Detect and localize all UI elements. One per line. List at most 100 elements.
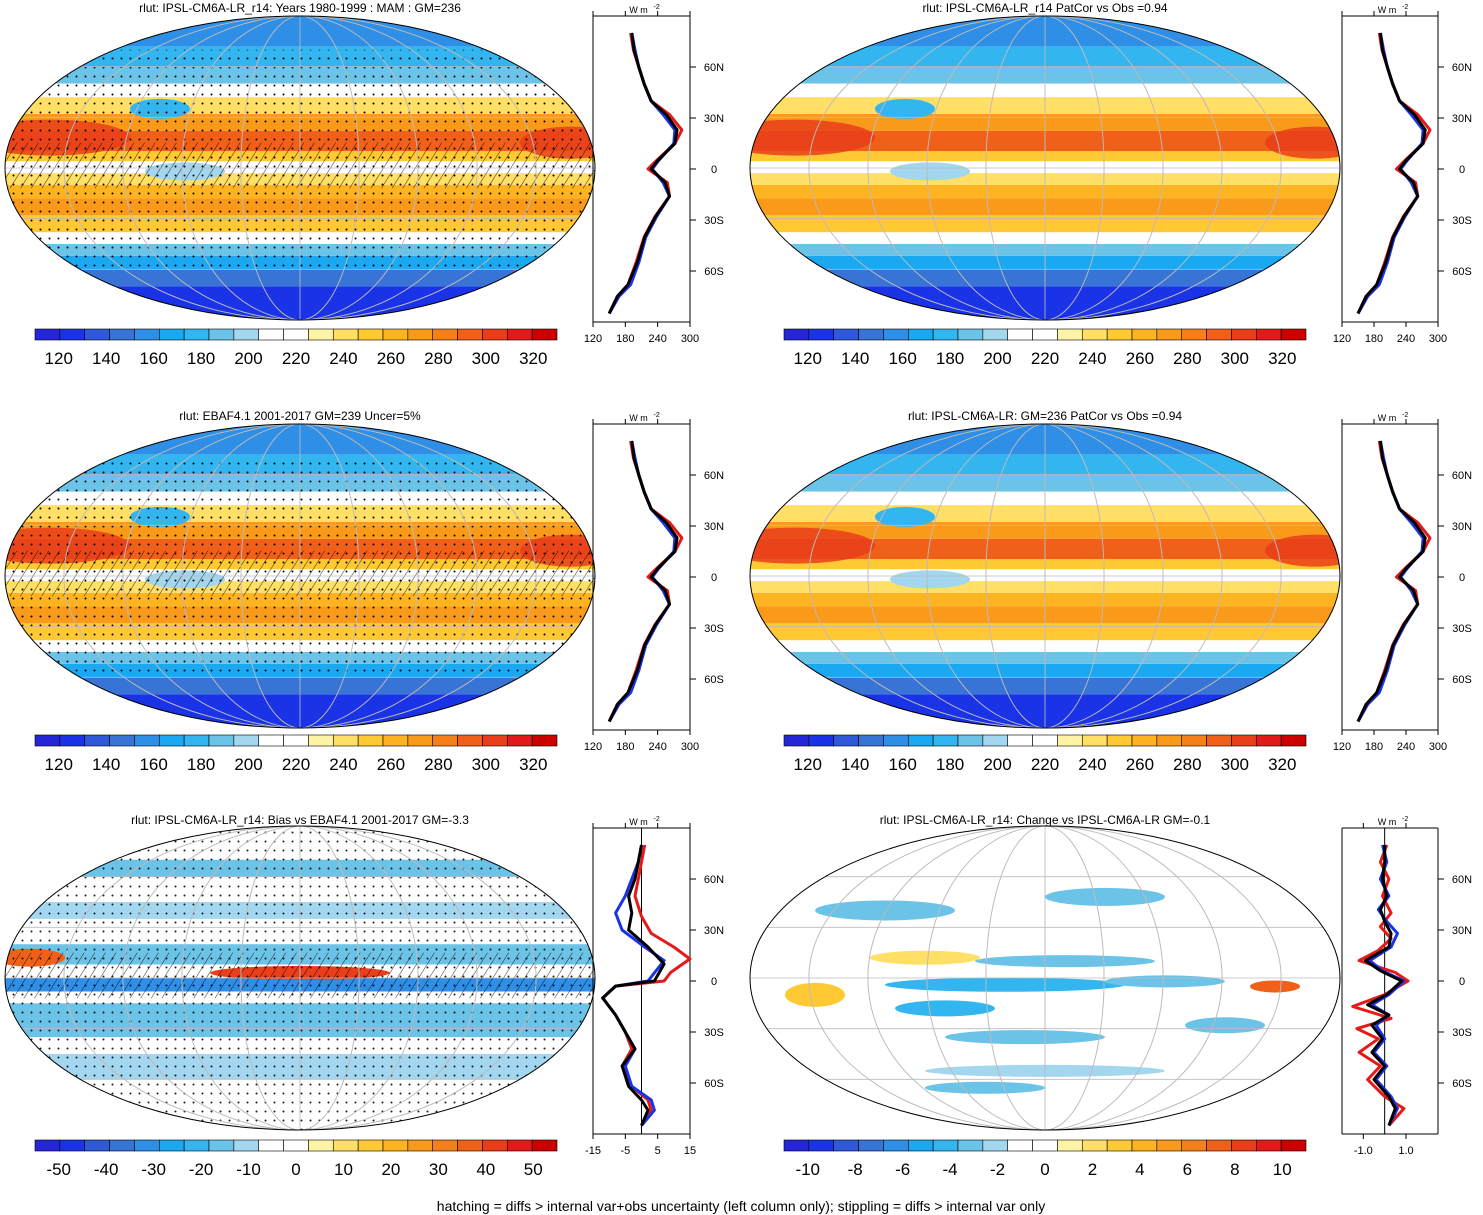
panel-title: rlut: IPSL-CM6A-LR_r14: Years 1980-1999 … bbox=[139, 1, 461, 15]
colorbar-box bbox=[1231, 1139, 1257, 1152]
lat-tick-label: 0 bbox=[1459, 976, 1465, 988]
colorbar-box bbox=[134, 734, 160, 747]
colorbar-tick-label: 280 bbox=[424, 349, 452, 368]
colorbar-box bbox=[1081, 734, 1108, 747]
colorbar-box bbox=[1206, 328, 1232, 341]
series-line-red bbox=[607, 32, 684, 315]
colorbar-tick-label: 140 bbox=[841, 755, 869, 774]
colorbar-box bbox=[1131, 734, 1158, 747]
series-line-black bbox=[601, 844, 666, 1127]
colorbar-box bbox=[1181, 328, 1207, 341]
colorbar: -10 -8 -6 -4 -2 0 2 4 6 8 10 bbox=[783, 1139, 1307, 1179]
colorbar-tick-label: 6 bbox=[1183, 1160, 1192, 1179]
colorbar-tick-label: 280 bbox=[1173, 349, 1201, 368]
panel-5: rlut: IPSL-CM6A-LR_r14: Bias vs EBAF4.1 … bbox=[4, 813, 724, 1179]
colorbar-box bbox=[158, 734, 185, 747]
x-tick-label: 240 bbox=[648, 741, 666, 753]
colorbar-box bbox=[1280, 328, 1307, 341]
footnote: hatching = diffs > internal var+obs unce… bbox=[437, 1198, 1045, 1214]
colorbar-box bbox=[482, 734, 508, 747]
unit-superscript: -2 bbox=[654, 4, 660, 11]
panel-2: rlut: IPSL-CM6A-LR_r14 PatCor vs Obs =0.… bbox=[749, 1, 1472, 368]
map-outline bbox=[4, 423, 596, 729]
unit-superscript: -2 bbox=[1402, 412, 1408, 419]
zonal-profile: 60N 30N 0 30S 60S 120 180 240 300 W m -2 bbox=[584, 412, 724, 753]
colorbar-tick-label: 140 bbox=[92, 755, 120, 774]
lat-tick-label: 0 bbox=[1459, 164, 1465, 176]
colorbar-box bbox=[357, 1139, 384, 1152]
colorbar-box bbox=[1032, 734, 1058, 747]
lat-tick-label: 30N bbox=[704, 113, 724, 125]
panel-title: rlut: IPSL-CM6A-LR: GM=236 PatCor vs Obs… bbox=[908, 409, 1182, 423]
lat-tick-label: 0 bbox=[711, 164, 717, 176]
zonal-profile: 60N 30N 0 30S 60S -1.0 1.0 W m -2 bbox=[1341, 816, 1472, 1157]
unit-superscript: -2 bbox=[1402, 4, 1408, 11]
colorbar-box bbox=[833, 1139, 859, 1152]
colorbar-box bbox=[858, 1139, 884, 1152]
zonal-profile: 60N 30N 0 30S 60S 120 180 240 300 W m -2 bbox=[584, 4, 724, 345]
x-tick-label: 300 bbox=[681, 333, 699, 345]
colorbar-box bbox=[109, 1139, 135, 1152]
colorbar-tick-label: 10 bbox=[1273, 1160, 1292, 1179]
colorbar-tick-label: 260 bbox=[377, 349, 405, 368]
colorbar-box bbox=[233, 1139, 260, 1152]
unit-label: W m bbox=[629, 413, 648, 423]
field-blob bbox=[885, 977, 1125, 992]
colorbar-box bbox=[332, 328, 359, 341]
colorbar-box bbox=[308, 328, 334, 341]
colorbar-tick-label: 180 bbox=[187, 349, 215, 368]
series-line-black bbox=[1356, 440, 1427, 723]
series-line-black bbox=[1356, 32, 1427, 315]
colorbar-tick-label: -10 bbox=[236, 1160, 261, 1179]
x-tick-label: 1.0 bbox=[1398, 1145, 1413, 1157]
colorbar-box bbox=[808, 734, 835, 747]
colorbar-box bbox=[134, 328, 160, 341]
colorbar-box bbox=[332, 734, 359, 747]
colorbar-box bbox=[382, 734, 409, 747]
x-tick-label: -15 bbox=[585, 1145, 601, 1157]
zonal-profile: 60N 30N 0 30S 60S -15 -5 5 15 W m -2 bbox=[585, 816, 724, 1157]
panel-title: rlut: EBAF4.1 2001-2017 GM=239 Uncer=5% bbox=[179, 409, 421, 423]
colorbar-box bbox=[1156, 734, 1183, 747]
colorbar-box bbox=[407, 734, 434, 747]
colorbar-box bbox=[382, 1139, 409, 1152]
colorbar-tick-label: 20 bbox=[381, 1160, 400, 1179]
colorbar-tick-label: 140 bbox=[92, 349, 120, 368]
colorbar-box bbox=[1106, 1139, 1133, 1152]
lat-tick-label: 60N bbox=[704, 874, 724, 886]
colorbar-box bbox=[208, 734, 235, 747]
field-blob bbox=[975, 955, 1155, 968]
colorbar-box bbox=[283, 328, 309, 341]
field-blob bbox=[785, 982, 845, 1007]
colorbar-tick-label: -30 bbox=[141, 1160, 166, 1179]
lat-tick-label: 30N bbox=[704, 521, 724, 533]
colorbar-box bbox=[531, 1139, 558, 1152]
panel-title: rlut: IPSL-CM6A-LR_r14: Bias vs EBAF4.1 … bbox=[131, 813, 469, 827]
panel-4: rlut: IPSL-CM6A-LR: GM=236 PatCor vs Obs… bbox=[749, 409, 1472, 774]
panel-1: rlut: IPSL-CM6A-LR_r14: Years 1980-1999 … bbox=[4, 1, 724, 368]
colorbar-tick-label: -8 bbox=[848, 1160, 863, 1179]
colorbar-tick-label: 220 bbox=[282, 349, 310, 368]
colorbar-tick-label: 240 bbox=[329, 755, 357, 774]
field-blob bbox=[750, 527, 875, 564]
lat-tick-label: 30S bbox=[704, 215, 724, 227]
colorbar-box bbox=[183, 734, 210, 747]
x-tick-label: 180 bbox=[616, 333, 634, 345]
zonal-profile: 60N 30N 0 30S 60S 120 180 240 300 W m -2 bbox=[1333, 412, 1472, 753]
lat-tick-label: 30S bbox=[1452, 215, 1472, 227]
colorbar-box bbox=[233, 328, 260, 341]
series-line-black bbox=[607, 440, 679, 723]
colorbar-box bbox=[158, 328, 185, 341]
colorbar-box bbox=[1206, 1139, 1232, 1152]
field-blob bbox=[1185, 1017, 1265, 1034]
colorbar-tick-label: 30 bbox=[429, 1160, 448, 1179]
colorbar-box bbox=[1007, 1139, 1033, 1152]
colorbar-box bbox=[283, 1139, 309, 1152]
field-blob bbox=[1265, 126, 1340, 159]
x-tick-label: 300 bbox=[1429, 741, 1447, 753]
unit-label: W m bbox=[629, 5, 648, 15]
colorbar-box bbox=[84, 1139, 110, 1152]
colorbar-tick-label: 240 bbox=[1078, 349, 1106, 368]
colorbar-box bbox=[1255, 1139, 1282, 1152]
panel-title: rlut: IPSL-CM6A-LR_r14 PatCor vs Obs =0.… bbox=[922, 1, 1167, 15]
